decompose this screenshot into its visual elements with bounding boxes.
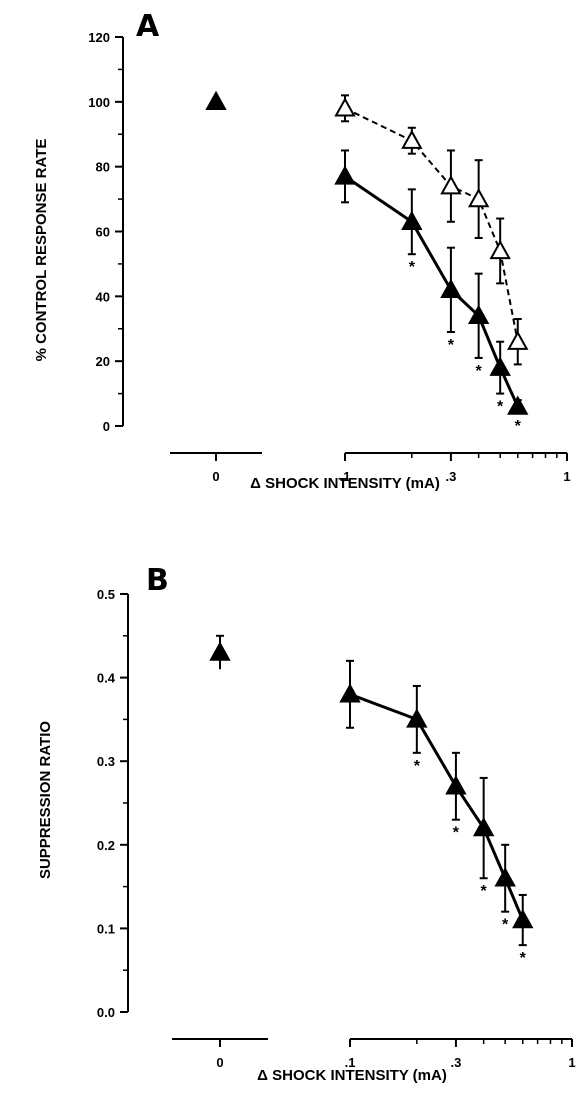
b-significance-star: * bbox=[453, 825, 460, 842]
a-series-0-point bbox=[440, 278, 462, 299]
a-y-tick-label: 60 bbox=[96, 225, 110, 240]
a-significance-star: * bbox=[409, 259, 416, 276]
a-significance-star: * bbox=[476, 363, 483, 380]
b-significance-star: * bbox=[481, 883, 488, 900]
a-x-tick-label: .3 bbox=[445, 469, 456, 484]
a-y-tick-label: 40 bbox=[96, 289, 110, 304]
b-series-0-point bbox=[494, 867, 516, 887]
b-x-tick-label: .1 bbox=[345, 1055, 356, 1070]
b-y-tick-label: 0.5 bbox=[97, 587, 115, 602]
a-series-0-point bbox=[489, 356, 511, 376]
panel-b-marks: * * * * * bbox=[209, 634, 534, 967]
a-y-tick-label: 20 bbox=[96, 354, 110, 369]
a-y-tick-label: 80 bbox=[96, 160, 110, 175]
b-series-0-point bbox=[512, 908, 534, 929]
b-significance-star: * bbox=[520, 950, 527, 967]
a-y-tick-label: 120 bbox=[88, 30, 110, 45]
a-significance-star: * bbox=[497, 399, 504, 416]
b-x-tick-label: 0 bbox=[216, 1055, 223, 1070]
b-series-0-point bbox=[472, 817, 495, 837]
a-series-1-point bbox=[507, 330, 529, 350]
a-series-1-line bbox=[344, 107, 519, 342]
a-x-tick-label: .1 bbox=[340, 469, 351, 484]
b-series-0-point bbox=[445, 775, 467, 795]
b-series-0-point bbox=[339, 683, 361, 703]
a-y-tick-label: 0 bbox=[103, 419, 110, 434]
a-y-tick-label: 100 bbox=[88, 95, 110, 110]
panel-a-y-ticks: 0 20 40 60 80 100 120 bbox=[88, 30, 123, 434]
b-x-tick-label: 1 bbox=[568, 1055, 575, 1070]
a-series-0-point bbox=[401, 210, 423, 230]
b-y-tick-label: 0.0 bbox=[97, 1005, 115, 1020]
panel-a-y-label: % CONTROL RESPONSE RATE bbox=[33, 139, 50, 362]
a-series-0-point bbox=[507, 395, 529, 415]
a-series-1-point bbox=[489, 239, 511, 260]
panel-b-x-label: Δ SHOCK INTENSITY (mA) bbox=[257, 1067, 447, 1084]
b-y-tick-label: 0.3 bbox=[97, 754, 115, 769]
panel-b: B 0.00.10.20.30.40.5 0.1.3 1 Δ SHOCK INTE… bbox=[37, 563, 576, 1084]
panel-a-x-ticks: 0 .1 .3 1 bbox=[212, 453, 571, 484]
b-significance-star: * bbox=[502, 917, 509, 934]
b-y-tick-label: 0.4 bbox=[97, 671, 116, 686]
b-x-tick-label: .3 bbox=[450, 1055, 461, 1070]
a-significance-star: * bbox=[515, 418, 522, 435]
panel-a: A 0 20 40 60 80 100 120 0 .1 .3 1 Δ SHOCK INTENSI… bbox=[33, 9, 571, 492]
a-series-0-point bbox=[334, 165, 356, 185]
b-y-tick-label: 0.1 bbox=[97, 921, 115, 936]
a-control-point bbox=[205, 90, 227, 111]
a-series-1-point bbox=[334, 97, 356, 117]
b-series-0-point bbox=[406, 708, 428, 728]
panel-a-x-label: Δ SHOCK INTENSITY (mA) bbox=[250, 475, 440, 492]
panel-b-label: B bbox=[146, 563, 169, 598]
b-control-point bbox=[209, 641, 231, 661]
a-series-1-point bbox=[440, 175, 462, 195]
a-series-1-point bbox=[401, 129, 423, 149]
a-significance-star: * bbox=[448, 337, 455, 354]
panel-a-marks: * * * * * bbox=[205, 90, 529, 435]
a-x-tick-label: 0 bbox=[212, 469, 219, 484]
panel-b-y-label: SUPPRESSION RATIO bbox=[37, 721, 54, 879]
panel-b-y-ticks: 0.0 0.1 0.2 0.3 0.4 0.5 bbox=[97, 587, 128, 1020]
panel-b-x-ticks: 0 .1 .3 1 bbox=[216, 1039, 576, 1070]
a-x-tick-label: 1 bbox=[563, 469, 570, 484]
b-y-tick-label: 0.2 bbox=[97, 838, 115, 853]
panel-a-label: A bbox=[136, 9, 160, 44]
b-significance-star: * bbox=[414, 758, 421, 775]
a-series-0-point bbox=[467, 304, 490, 324]
a-series-1-point bbox=[467, 188, 490, 208]
